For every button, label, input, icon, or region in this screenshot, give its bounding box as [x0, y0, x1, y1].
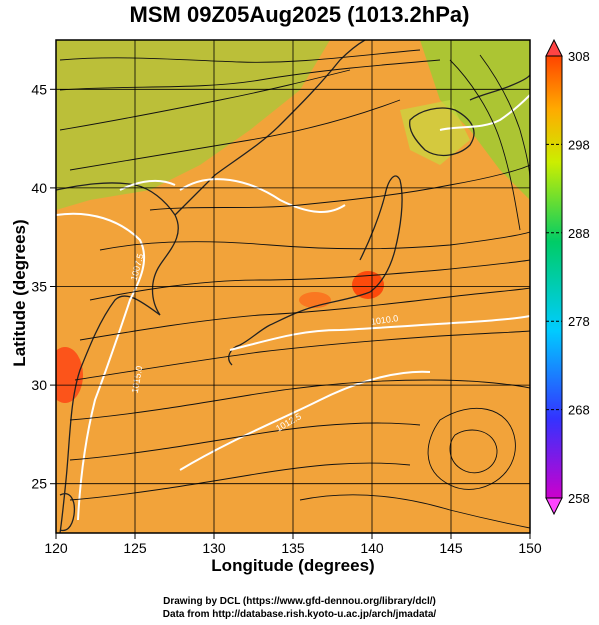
colorbar-bottom-arrow: [545, 497, 563, 516]
colorbar-tick-label-278: 278: [568, 314, 590, 329]
x-tick-label-140: 140: [360, 540, 384, 556]
isobars: [56, 94, 530, 521]
hot-spot-kinki: [299, 292, 331, 308]
y-tick-label-45: 45: [31, 81, 47, 97]
x-tick-label-135: 135: [281, 540, 305, 556]
colorbar-top-arrow: [545, 38, 563, 57]
hot-spot-taiwan-strait: [56, 347, 83, 403]
chart-title: MSM 09Z05Aug2025 (1013.2hPa): [129, 2, 470, 27]
colorbar-tick-label-298: 298: [568, 137, 590, 152]
streamlines: [59, 49, 530, 529]
y-tick-label-40: 40: [31, 180, 47, 196]
x-axis-ticks: 120 125 130 135 140 145 150: [44, 533, 542, 556]
y-axis-ticks: 25 30 35 40 45: [31, 81, 56, 492]
colorbar-bar: [545, 55, 563, 499]
colorbar: 258 268 278 288 298 308: [545, 38, 590, 516]
isobar-label: 1015.0: [130, 365, 145, 394]
x-tick-label-120: 120: [44, 540, 68, 556]
y-tick-label-35: 35: [31, 279, 47, 295]
y-axis-label: Latitude (degrees): [10, 219, 29, 367]
y-tick-label-30: 30: [31, 377, 47, 393]
cool-region-northwest: [56, 40, 330, 210]
isobar-label: 1010.0: [370, 313, 399, 327]
cool-region-northeast: [420, 40, 530, 200]
x-tick-label-130: 130: [202, 540, 226, 556]
cool-region-hokkaido: [400, 100, 470, 165]
hot-spot-kanto: [352, 271, 384, 299]
colorbar-tick-label-308: 308: [568, 49, 590, 64]
y-tick-label-25: 25: [31, 476, 47, 492]
x-axis-label: Longitude (degrees): [211, 556, 375, 575]
x-tick-label-150: 150: [518, 540, 542, 556]
credit-drawing: Drawing by DCL (https://www.gfd-dennou.o…: [163, 596, 436, 607]
x-tick-label-145: 145: [439, 540, 463, 556]
colorbar-tick-label-258: 258: [568, 491, 590, 506]
x-tick-label-125: 125: [123, 540, 147, 556]
credit-data-source: Data from http://database.rish.kyoto-u.a…: [162, 609, 437, 620]
colorbar-tick-label-268: 268: [568, 403, 590, 418]
colorbar-tick-label-288: 288: [568, 226, 590, 241]
coastlines: [56, 40, 530, 533]
